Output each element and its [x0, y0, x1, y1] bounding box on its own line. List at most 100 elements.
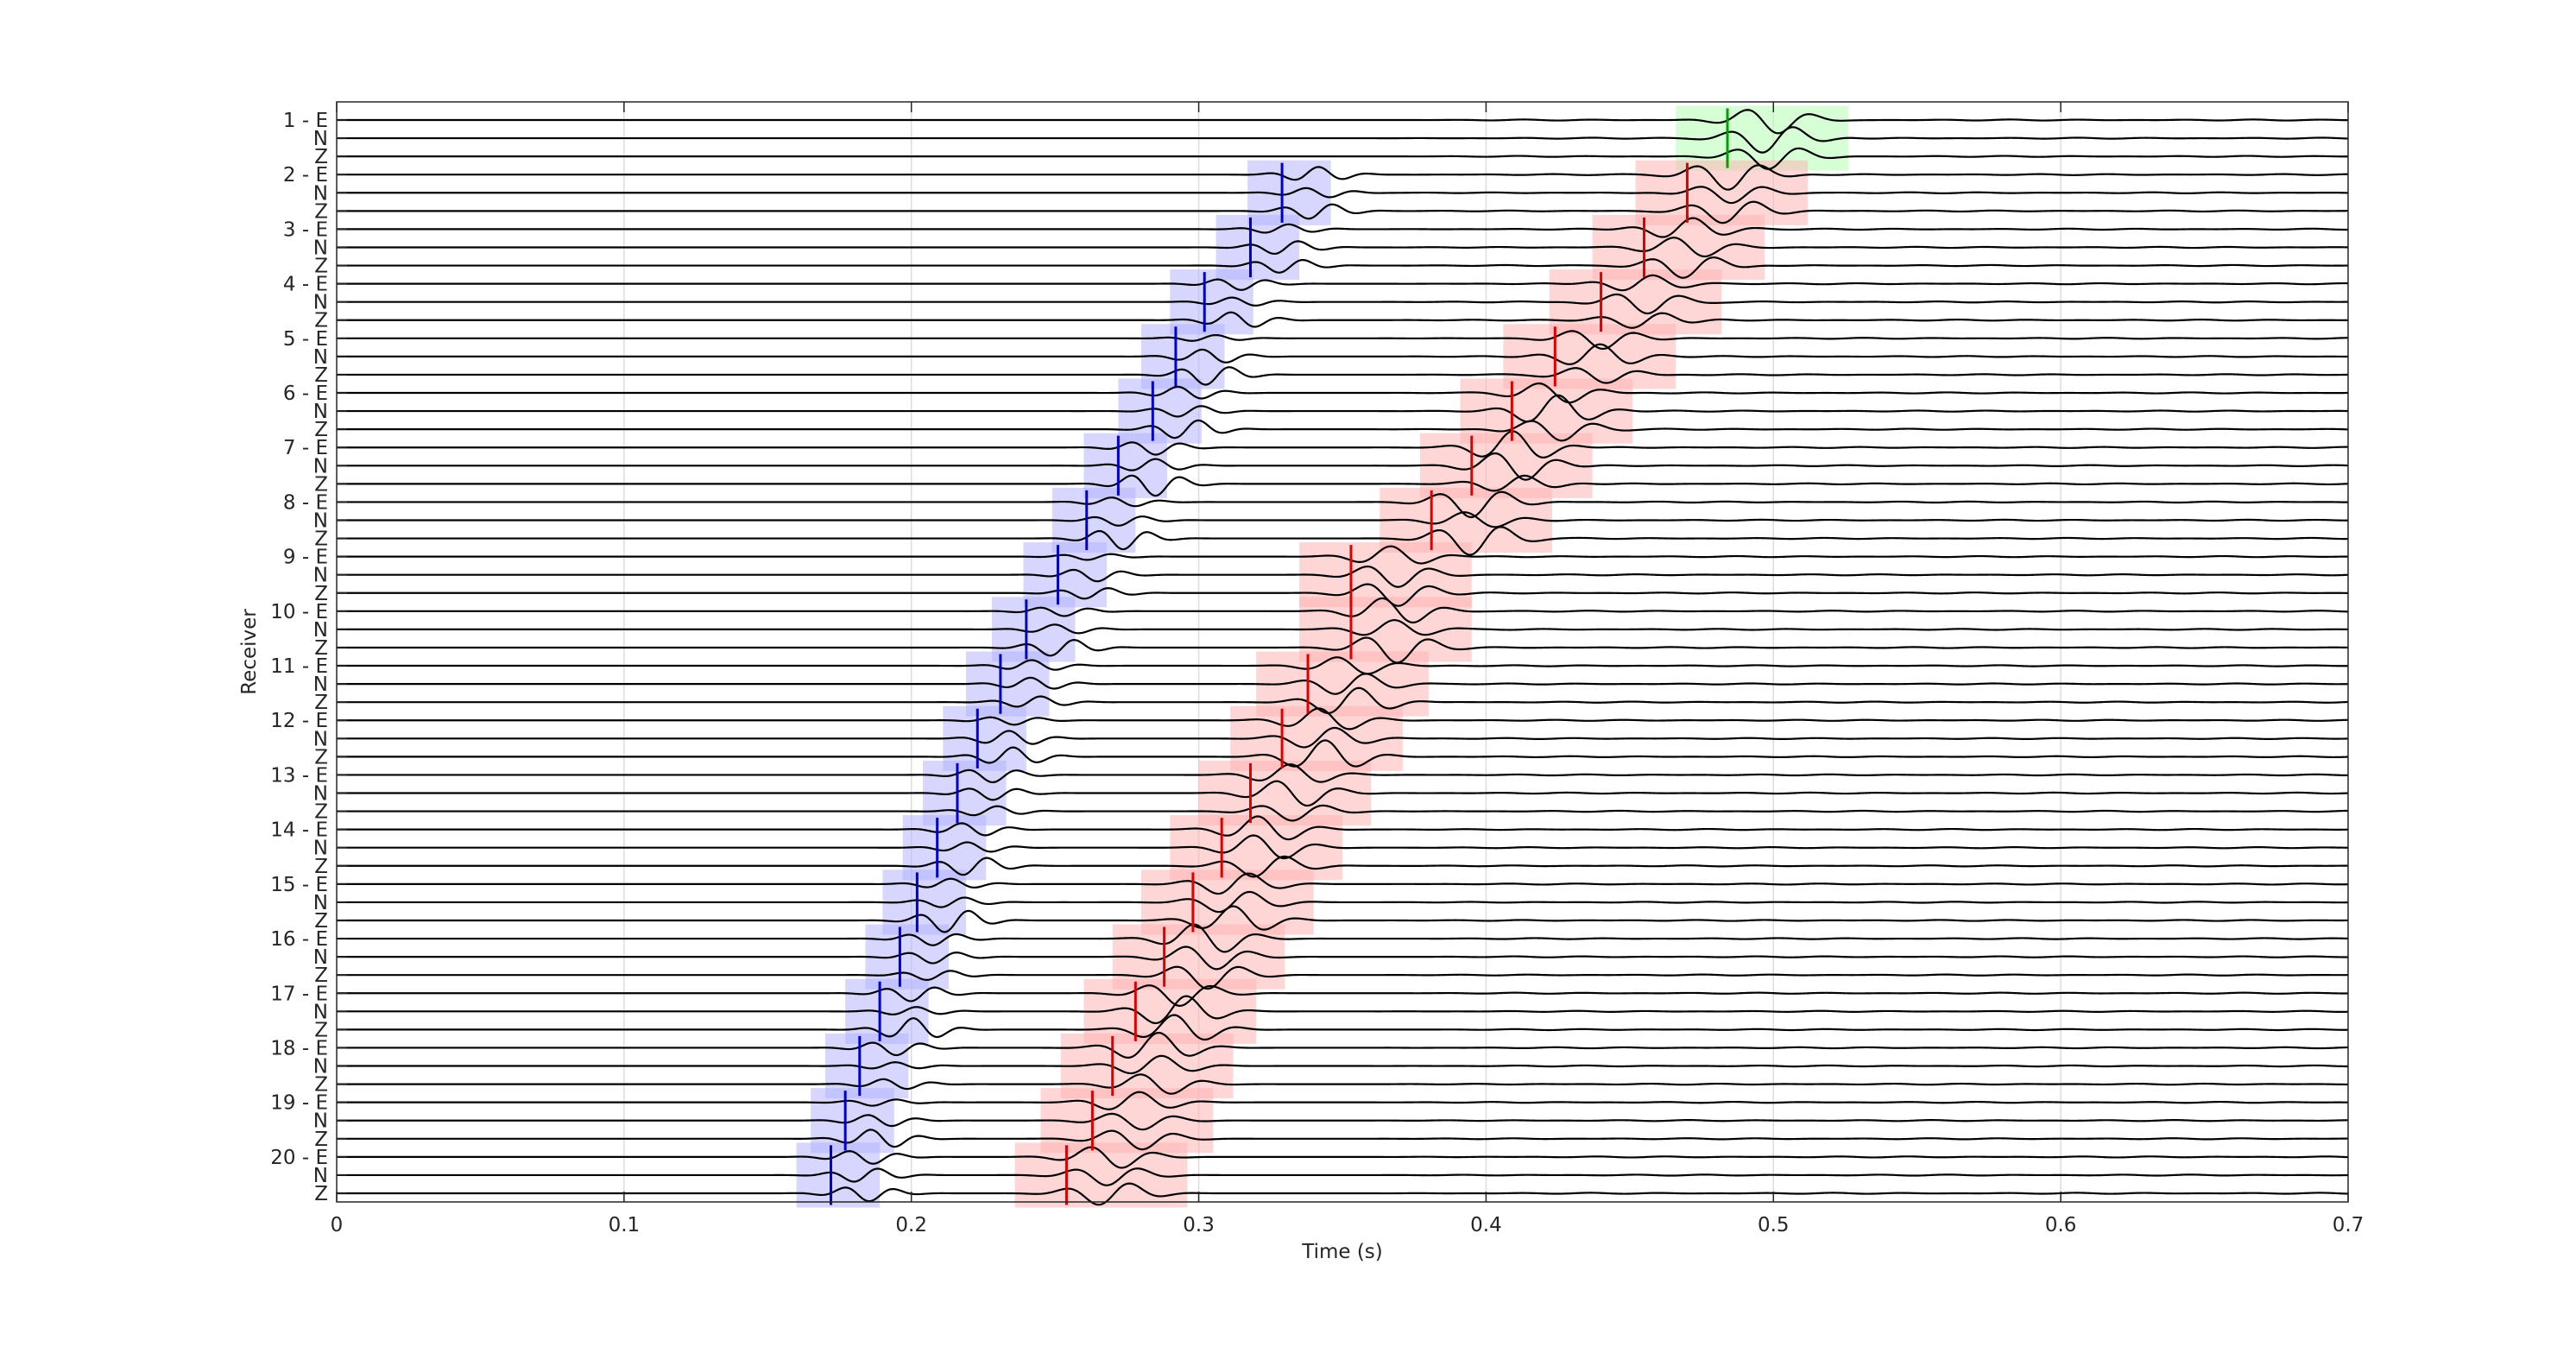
y-tick-label: 1 - E [283, 110, 328, 132]
y-tick-label: 18 - E [270, 1037, 328, 1059]
y-tick-label: Z [314, 200, 328, 223]
trace-line [337, 311, 2348, 329]
y-tick-label: Z [314, 528, 328, 551]
trace-line [337, 855, 2349, 878]
trace-line [337, 1091, 2349, 1110]
y-tick-label: 4 - E [283, 274, 328, 296]
y-tick-label: Z [314, 1129, 328, 1151]
x-axis-label: Time (s) [1301, 1241, 1383, 1263]
y-tick-label: N [313, 892, 328, 914]
y-tick-label: N [313, 455, 328, 477]
trace-line [337, 256, 2349, 279]
y-tick-label: N [313, 783, 328, 806]
y-tick-label: 8 - E [283, 491, 328, 514]
y-tick-label: Z [314, 1183, 328, 1205]
trace-line [337, 1146, 2349, 1169]
y-tick-label: 17 - E [270, 983, 328, 1005]
y-tick-label: 10 - E [270, 601, 328, 623]
x-tick-label: 0.2 [895, 1214, 927, 1236]
x-axis-ticks: 0 0.1 0.2 0.3 0.4 0.5 0.6 0.7 [331, 102, 2364, 1236]
y-tick-label: 9 - E [283, 547, 328, 569]
trace-line [337, 804, 2349, 822]
y-tick-label: N [313, 128, 328, 150]
trace-line [337, 834, 2349, 860]
trace-line [337, 815, 2349, 841]
y-tick-label: Z [314, 856, 328, 878]
trace-line [337, 995, 2349, 1025]
y-tick-label: Z [314, 1019, 328, 1041]
y-tick-label: Z [314, 473, 328, 496]
y-tick-label: N [313, 1165, 328, 1187]
trace-line [337, 511, 2349, 528]
y-tick-label: 14 - E [270, 819, 328, 842]
y-tick-label: 2 - E [283, 164, 328, 187]
trace-line [337, 763, 2349, 784]
trace-line [337, 164, 2349, 191]
s-window [1549, 269, 1722, 335]
trace-line [337, 597, 2349, 624]
y-tick-label: N [313, 292, 328, 314]
trace-line [337, 905, 2349, 933]
trace-line [337, 109, 2349, 135]
y-tick-label: Z [314, 746, 328, 768]
trace-line [337, 330, 2349, 351]
y-tick-label: 6 - E [283, 383, 328, 405]
trace-line [337, 382, 2349, 404]
y-tick-label: N [313, 509, 328, 532]
y-tick-label: N [313, 674, 328, 696]
trace-line [337, 780, 2349, 807]
y-tick-label: Z [314, 910, 328, 933]
trace-line [337, 526, 2349, 556]
y-tick-label: N [313, 946, 328, 969]
trace-line [337, 237, 2349, 258]
trace-line [337, 923, 2349, 953]
y-tick-label: Z [314, 146, 328, 168]
trace-line [337, 126, 2349, 154]
x-tick-label: 0.6 [2045, 1214, 2077, 1236]
y-tick-label: Z [314, 637, 328, 660]
s-window [1060, 1033, 1234, 1099]
trace-line [337, 686, 2349, 714]
trace-line [337, 1054, 2349, 1075]
trace-line [337, 293, 2349, 315]
waveform-traces [337, 109, 2349, 1206]
trace-line [337, 984, 2349, 1007]
y-tick-label: 13 - E [270, 764, 328, 787]
y-tick-label: N [313, 1110, 328, 1133]
x-tick-label: 0.5 [1758, 1214, 1790, 1236]
s-window [1503, 324, 1676, 389]
trace-line [337, 739, 2349, 768]
trace-line [337, 619, 2349, 636]
y-tick-label: Z [314, 364, 328, 387]
y-tick-label: 20 - E [270, 1147, 328, 1169]
trace-line [337, 545, 2349, 565]
phase-picks [830, 108, 1729, 1205]
trace-line [337, 474, 2349, 497]
x-tick-label: 0.1 [609, 1214, 641, 1236]
x-tick-label: 0.3 [1183, 1214, 1215, 1236]
trace-line [337, 726, 2349, 749]
trace-line [337, 366, 2349, 386]
x-tick-label: 0.4 [1470, 1214, 1502, 1236]
trace-line [337, 217, 2349, 238]
trace-line [337, 452, 2349, 481]
trace-line [337, 1031, 2349, 1059]
y-tick-label: N [313, 182, 328, 205]
y-tick-label: Z [314, 1074, 328, 1097]
y-tick-label: 5 - E [283, 328, 328, 351]
trace-line [337, 200, 2348, 224]
y-tick-label: Z [314, 310, 328, 332]
trace-line [337, 707, 2349, 730]
trace-line [337, 1073, 2349, 1095]
trace-line [337, 394, 2349, 423]
trace-line [337, 147, 2348, 170]
trace-line [337, 965, 2349, 990]
trace-line [337, 583, 2349, 607]
y-tick-label: N [313, 728, 328, 750]
y-tick-label: 12 - E [270, 710, 328, 732]
y-tick-label: 15 - E [270, 874, 328, 896]
y-tick-label: 7 - E [283, 437, 328, 459]
trace-line [337, 656, 2349, 675]
y-tick-label: Z [314, 964, 328, 987]
